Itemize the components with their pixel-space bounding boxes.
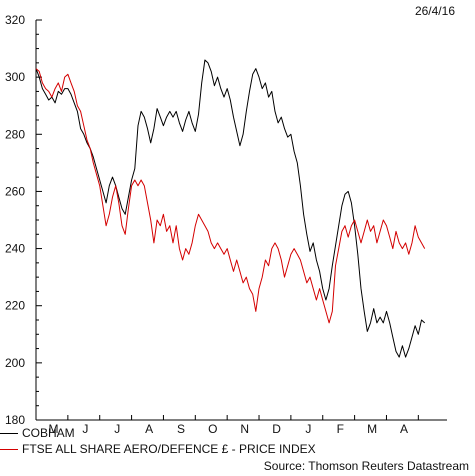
source-note: Source: Thomson Reuters Datastream bbox=[263, 459, 469, 473]
y-tick-label: 320 bbox=[5, 13, 25, 27]
x-tick-label: J bbox=[82, 422, 88, 436]
legend-item-ftse: FTSE ALL SHARE AERO/DEFENCE £ - PRICE IN… bbox=[0, 442, 316, 456]
x-tick-label: M bbox=[49, 422, 59, 436]
chart-ticks: 180 200 220 240 260 280 300 320 M J J A S O N D J F M A bbox=[5, 13, 419, 436]
x-tick-label: M bbox=[367, 422, 377, 436]
legend-item-cobham: COBHAM bbox=[0, 426, 75, 440]
chart-series bbox=[35, 59, 426, 358]
y-tick-label: 240 bbox=[5, 242, 25, 256]
y-tick-label: 260 bbox=[5, 184, 25, 198]
legend-label-ftse: FTSE ALL SHARE AERO/DEFENCE £ - PRICE IN… bbox=[22, 442, 316, 456]
date-label: 26/4/16 bbox=[414, 4, 455, 18]
y-tick-label: 300 bbox=[5, 70, 25, 84]
y-tick-label: 220 bbox=[5, 299, 25, 313]
y-tick-label: 180 bbox=[5, 413, 25, 427]
chart-axes bbox=[35, 20, 447, 421]
x-tick-label: S bbox=[177, 422, 185, 436]
x-tick-label: A bbox=[145, 422, 153, 436]
x-tick-label: F bbox=[337, 422, 344, 436]
legend-swatch-cobham bbox=[0, 433, 18, 435]
x-tick-label: A bbox=[400, 422, 408, 436]
x-tick-label: J bbox=[305, 422, 311, 436]
legend-swatch-ftse bbox=[0, 449, 18, 451]
legend-label-cobham: COBHAM bbox=[22, 426, 75, 440]
x-tick-label: N bbox=[240, 422, 249, 436]
x-tick-label: D bbox=[272, 422, 281, 436]
y-tick-label: 280 bbox=[5, 127, 25, 141]
series-line-ftse-aero-defence bbox=[35, 68, 426, 324]
x-tick-label: O bbox=[208, 422, 217, 436]
series-line-cobham bbox=[35, 59, 426, 358]
x-tick-label: J bbox=[114, 422, 120, 436]
y-tick-label: 200 bbox=[5, 356, 25, 370]
